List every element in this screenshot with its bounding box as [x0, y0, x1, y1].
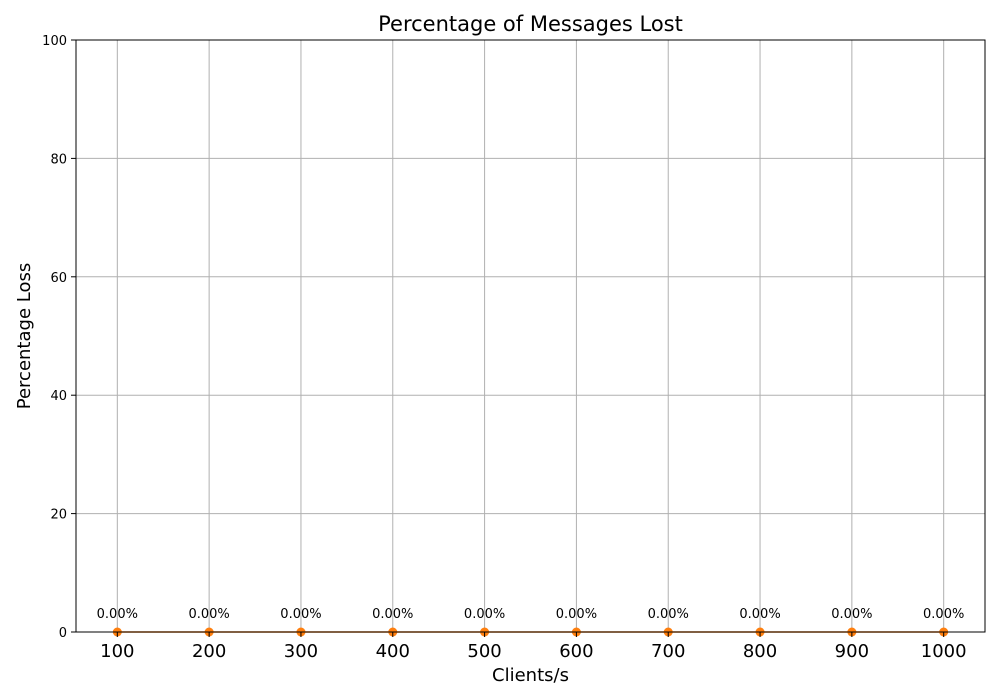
plot-frame — [75, 39, 986, 633]
x-tick-label: 900 — [835, 641, 869, 662]
x-tick-label: 600 — [559, 641, 593, 662]
y-tick-label: 80 — [50, 152, 67, 167]
data-labels: 0.00% 0.00% 0.00% 0.00% 0.00% 0.00% 0.00% 0.00%… — [97, 607, 965, 622]
data-label: 0.00% — [464, 607, 505, 622]
data-label: 0.00% — [97, 607, 138, 622]
x-tick-label: 100 — [100, 641, 134, 662]
data-label: 0.00% — [923, 607, 964, 622]
data-label: 0.00% — [188, 607, 229, 622]
data-label: 0.00% — [739, 607, 780, 622]
x-tick-label: 200 — [192, 641, 226, 662]
y-axis-label: Percentage Loss — [14, 263, 35, 409]
y-tick-label: 0 — [59, 626, 67, 641]
x-tick-label: 400 — [376, 641, 410, 662]
axis-ticks: 100 200 300 400 500 600 700 800 900 1000 0 20 40 60 80… — [42, 34, 966, 662]
x-tick-label: 800 — [743, 641, 777, 662]
y-tick-label: 60 — [50, 271, 67, 286]
data-label: 0.00% — [280, 607, 321, 622]
data-label: 0.00% — [556, 607, 597, 622]
x-tick-label: 1000 — [921, 641, 967, 662]
chart-title: Percentage of Messages Lost — [378, 12, 683, 36]
y-tick-label: 20 — [50, 508, 67, 523]
data-label: 0.00% — [372, 607, 413, 622]
y-tick-label: 100 — [42, 34, 67, 49]
data-label: 0.00% — [831, 607, 872, 622]
x-axis-label: Clients/s — [492, 665, 569, 686]
x-tick-label: 500 — [467, 641, 501, 662]
data-label: 0.00% — [648, 607, 689, 622]
x-tick-label: 700 — [651, 641, 685, 662]
y-tick-label: 40 — [50, 389, 67, 404]
x-tick-label: 300 — [284, 641, 318, 662]
